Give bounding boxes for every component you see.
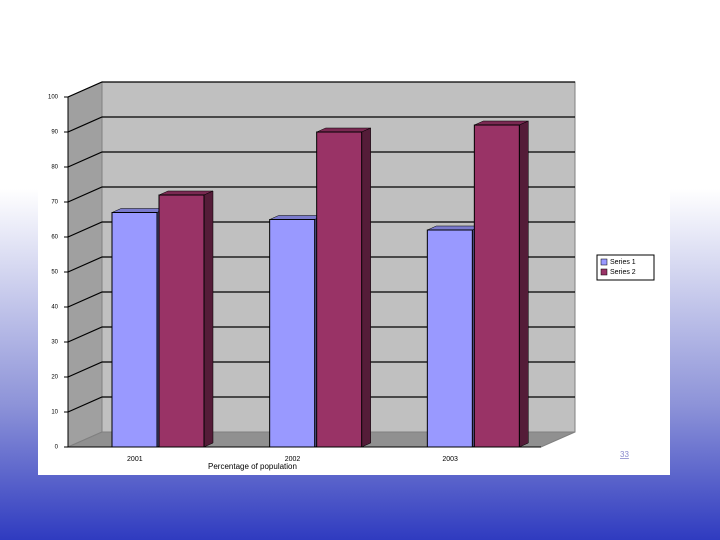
y-tick-label: 50 (51, 270, 58, 276)
x-axis-title: Percentage of population (208, 462, 297, 471)
grid-line (67, 396, 575, 413)
grid-line (67, 221, 575, 238)
x-tick-label: 2001 (127, 456, 143, 463)
bar (473, 124, 520, 448)
grid-line (67, 151, 575, 168)
y-tick-label: 20 (51, 375, 58, 381)
grid-line (67, 116, 575, 133)
bar-side (203, 190, 214, 448)
bar (269, 219, 316, 448)
x-tick-label: 2003 (442, 456, 458, 463)
bar (111, 212, 158, 448)
bar (316, 131, 363, 448)
y-tick-label: 40 (51, 305, 58, 311)
bar (426, 229, 473, 448)
grid-line (67, 256, 575, 273)
legend-label: Series 2 (610, 269, 636, 276)
bar (158, 194, 205, 448)
x-tick-label: 2002 (285, 456, 301, 463)
y-tick-label: 100 (48, 95, 59, 101)
y-tick-label: 10 (51, 410, 58, 416)
legend-box (596, 254, 655, 281)
grid-line (67, 291, 575, 308)
legend-swatch (600, 268, 608, 276)
y-tick-label: 90 (51, 130, 58, 136)
legend-swatch (600, 258, 608, 266)
y-tick-label: 60 (51, 235, 58, 241)
grid-line (67, 186, 575, 203)
grid-line (67, 81, 575, 98)
page-number: 33 (620, 450, 629, 459)
grid-line (67, 326, 575, 343)
legend-label: Series 1 (610, 259, 636, 266)
grid-line (67, 361, 575, 378)
bar-side (519, 120, 529, 448)
y-tick-label: 80 (51, 165, 58, 171)
bar-side (361, 127, 371, 448)
y-tick-label: 0 (55, 445, 59, 451)
y-tick-label: 30 (51, 340, 58, 346)
y-tick-label: 70 (51, 200, 58, 206)
